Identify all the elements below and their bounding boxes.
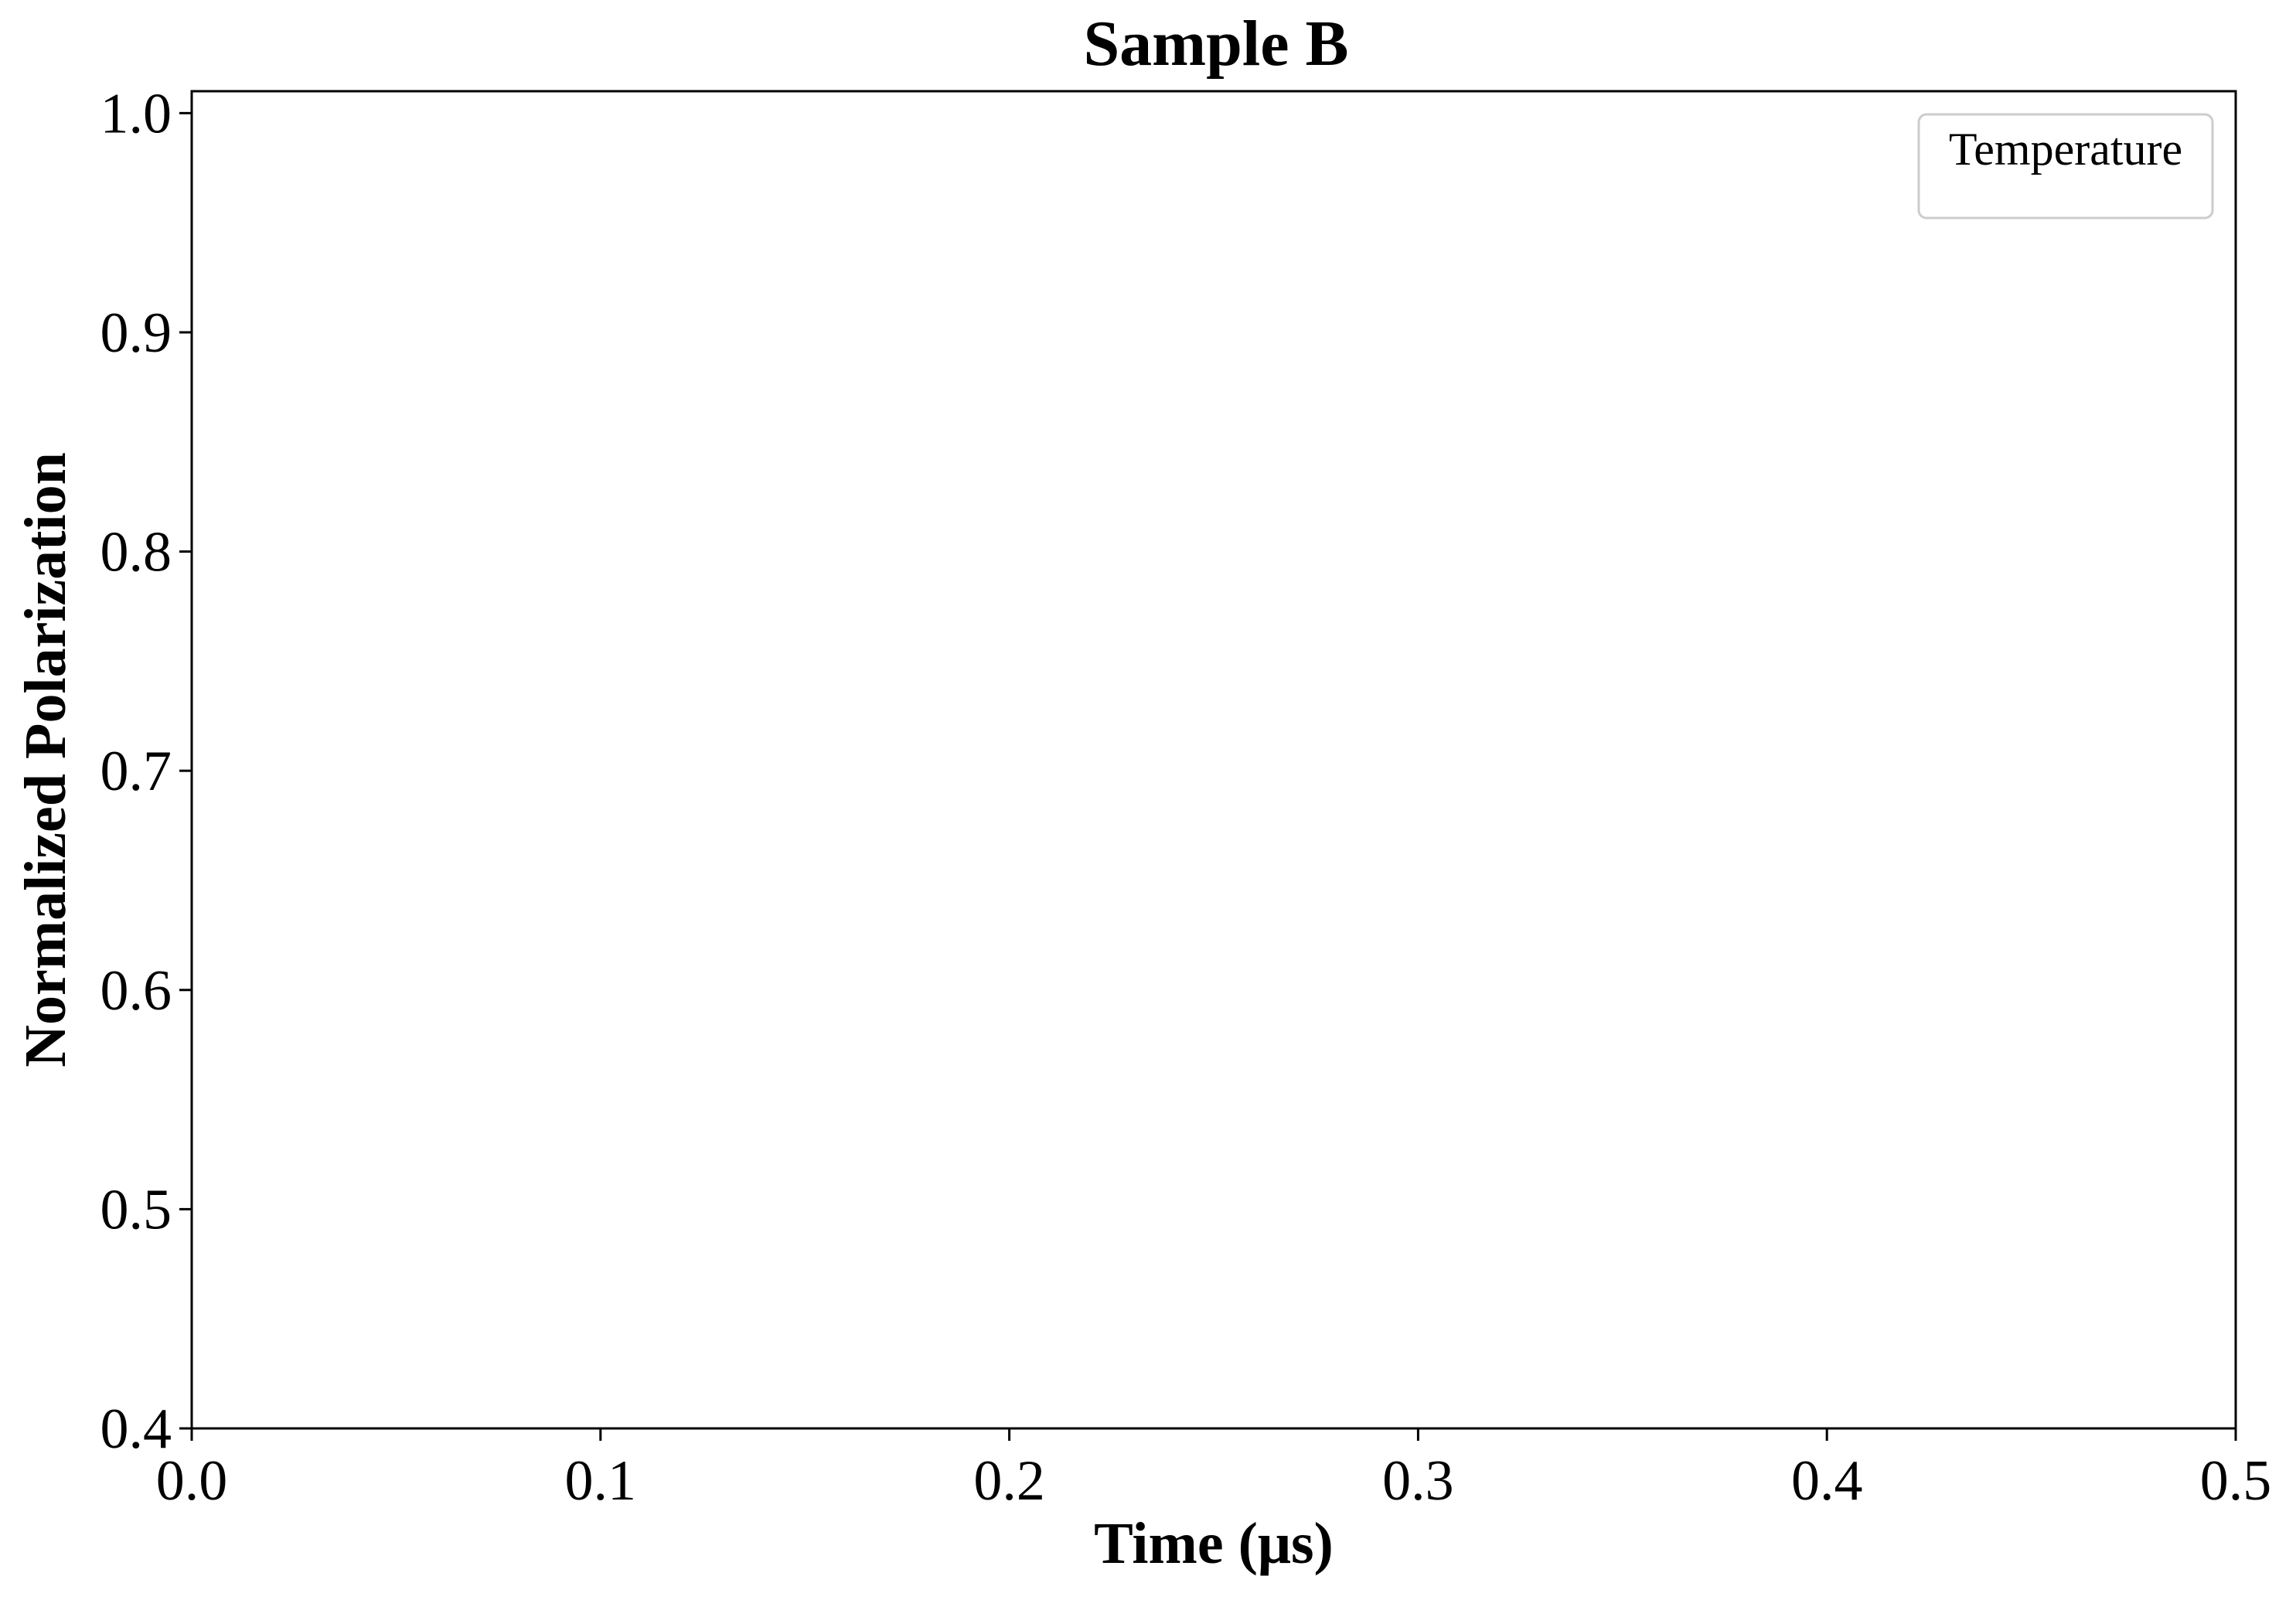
- x-tick-label: 0.1: [565, 1449, 637, 1513]
- legend: Temperature: [1917, 113, 2214, 220]
- y-axis-title: Normalized Polarization: [13, 452, 78, 1067]
- y-tick-label: 0.4: [100, 1397, 172, 1461]
- y-tick-label: 0.6: [100, 959, 172, 1023]
- legend-box: [1917, 113, 2214, 220]
- x-tick-label: 0.4: [1791, 1449, 1863, 1513]
- x-tick-label: 0.5: [2200, 1449, 2272, 1513]
- y-axis: 0.4 0.5 0.6 0.7 0.8 0.9 1.0: [100, 82, 192, 1461]
- x-axis-title: Time (μs): [1094, 1511, 1334, 1576]
- x-tick-label: 0.0: [156, 1449, 228, 1513]
- legend-title: Temperature: [1949, 124, 2182, 175]
- y-tick-label: 0.7: [100, 740, 172, 803]
- x-tick-label: 0.2: [973, 1449, 1045, 1513]
- x-tick-label: 0.3: [1382, 1449, 1454, 1513]
- y-tick-label: 1.0: [100, 82, 172, 145]
- chart-title: Sample B: [1083, 8, 1348, 80]
- y-tick-label: 0.9: [100, 301, 172, 365]
- y-tick-label: 0.5: [100, 1178, 172, 1241]
- plot-area: [190, 90, 2237, 1430]
- y-tick-label: 0.8: [100, 521, 172, 584]
- x-axis: 0.0 0.1 0.2 0.3 0.4 0.5: [156, 1428, 2272, 1513]
